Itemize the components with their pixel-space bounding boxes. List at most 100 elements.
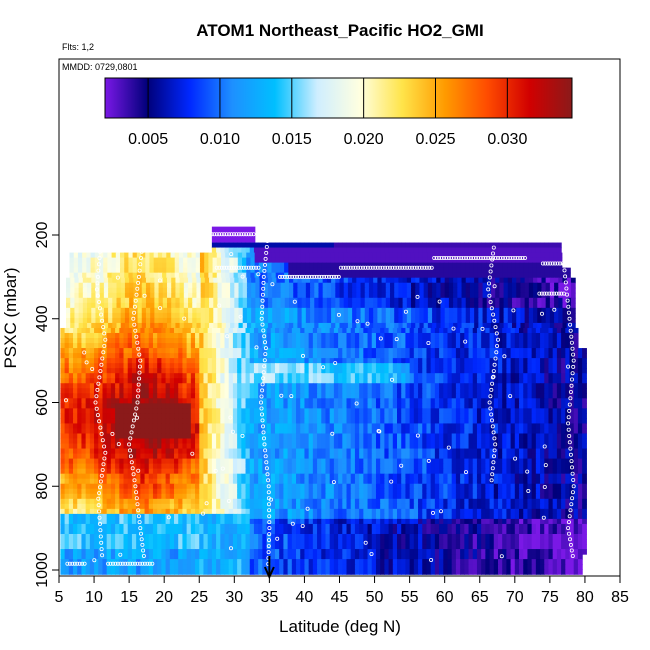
heatmap-cell xyxy=(77,423,83,430)
heatmap-cell xyxy=(465,312,471,319)
heatmap-cell xyxy=(234,277,240,284)
heatmap-cell xyxy=(140,448,146,455)
heatmap-cell xyxy=(388,438,394,445)
heatmap-cell xyxy=(237,353,242,359)
heatmap-cell xyxy=(375,433,381,440)
heatmap-cell xyxy=(373,307,378,314)
heatmap-cell xyxy=(175,297,181,304)
heatmap-cell xyxy=(325,418,331,425)
heatmap-cell xyxy=(182,398,188,404)
heatmap-cell xyxy=(531,428,537,435)
heatmap-cell xyxy=(152,373,158,379)
heatmap-cell xyxy=(188,302,193,309)
heatmap-cell xyxy=(203,428,209,435)
heatmap-cell xyxy=(199,408,205,414)
heatmap-cell xyxy=(331,307,336,314)
heatmap-cell xyxy=(162,297,168,304)
heatmap-cell xyxy=(384,353,390,359)
heatmap-cell xyxy=(225,257,231,264)
heatmap-cell xyxy=(157,358,162,364)
heatmap-cell xyxy=(339,292,345,299)
heatmap-cell xyxy=(131,353,137,359)
heatmap-cell xyxy=(216,413,221,420)
heatmap-cell xyxy=(519,242,524,249)
heatmap-cell xyxy=(371,428,377,435)
heatmap-cell xyxy=(439,353,444,359)
heatmap-cell xyxy=(110,398,116,404)
heatmap-cell xyxy=(481,438,486,445)
heatmap-cell xyxy=(405,438,411,445)
heatmap-cell xyxy=(195,257,201,264)
heatmap-cell xyxy=(123,378,129,384)
heatmap-cell xyxy=(545,317,551,324)
heatmap-cell xyxy=(481,332,486,339)
heatmap-cell xyxy=(228,388,234,394)
heatmap-cell xyxy=(493,383,499,389)
heatmap-cell xyxy=(242,272,247,279)
heatmap-cell xyxy=(291,403,297,409)
heatmap-cell xyxy=(430,353,436,359)
heatmap-cell xyxy=(253,418,259,425)
heatmap-cell xyxy=(329,443,335,450)
heatmap-cell xyxy=(178,383,184,389)
heatmap-cell xyxy=(474,317,479,324)
heatmap-cell xyxy=(186,443,192,450)
heatmap-cell xyxy=(426,413,432,420)
heatmap-cell xyxy=(422,257,428,264)
heatmap-cell xyxy=(452,262,458,269)
heatmap-cell xyxy=(447,343,453,349)
heatmap-cell xyxy=(73,343,78,349)
heatmap-cell xyxy=(89,353,95,359)
heatmap-cell xyxy=(415,307,421,314)
heatmap-cell xyxy=(165,353,171,359)
heatmap-cell xyxy=(123,327,129,334)
heatmap-cell xyxy=(127,332,133,339)
heatmap-cell xyxy=(512,317,517,324)
heatmap-cell xyxy=(157,393,162,399)
heatmap-cell xyxy=(478,307,484,314)
heatmap-cell xyxy=(494,262,500,269)
heatmap-cell xyxy=(103,252,108,259)
heatmap-cell xyxy=(207,383,213,389)
heatmap-cell xyxy=(453,307,458,314)
heatmap-cell xyxy=(312,428,318,435)
heatmap-cell xyxy=(351,252,357,259)
heatmap-cell xyxy=(435,267,441,274)
heatmap-cell xyxy=(531,378,537,384)
heatmap-cell xyxy=(394,307,400,314)
heatmap-cell xyxy=(178,448,184,455)
heatmap-cell xyxy=(60,348,66,354)
heatmap-cell xyxy=(102,438,108,445)
heatmap-cell xyxy=(217,322,223,329)
heatmap-cell xyxy=(140,393,146,399)
heatmap-cell xyxy=(333,353,339,359)
heatmap-cell xyxy=(182,438,188,445)
heatmap-cell xyxy=(359,378,364,384)
heatmap-cell xyxy=(398,292,404,299)
heatmap-cell xyxy=(94,383,99,389)
heatmap-cell xyxy=(577,443,583,450)
heatmap-cell xyxy=(64,433,70,440)
heatmap-cell xyxy=(287,423,293,430)
heatmap-cell xyxy=(300,247,306,254)
heatmap-cell xyxy=(503,317,509,324)
heatmap-cell xyxy=(279,373,284,379)
heatmap-cell xyxy=(527,408,533,414)
heatmap-cell xyxy=(157,413,162,420)
heatmap-cell xyxy=(432,317,437,324)
heatmap-cell xyxy=(77,272,83,279)
heatmap-cell xyxy=(305,312,311,319)
heatmap-cell xyxy=(270,368,276,374)
heatmap-cell xyxy=(174,267,180,274)
heatmap-cell xyxy=(444,287,450,294)
heatmap-cell xyxy=(208,257,214,264)
heatmap-cell xyxy=(512,297,517,304)
heatmap-cell xyxy=(514,403,520,409)
heatmap-cell xyxy=(283,363,289,369)
heatmap-cell xyxy=(519,348,524,354)
heatmap-cell xyxy=(371,368,377,374)
heatmap-cell xyxy=(95,292,101,299)
heatmap-cell xyxy=(329,408,335,414)
heatmap-cell xyxy=(418,358,423,364)
heatmap-cell xyxy=(427,317,433,324)
